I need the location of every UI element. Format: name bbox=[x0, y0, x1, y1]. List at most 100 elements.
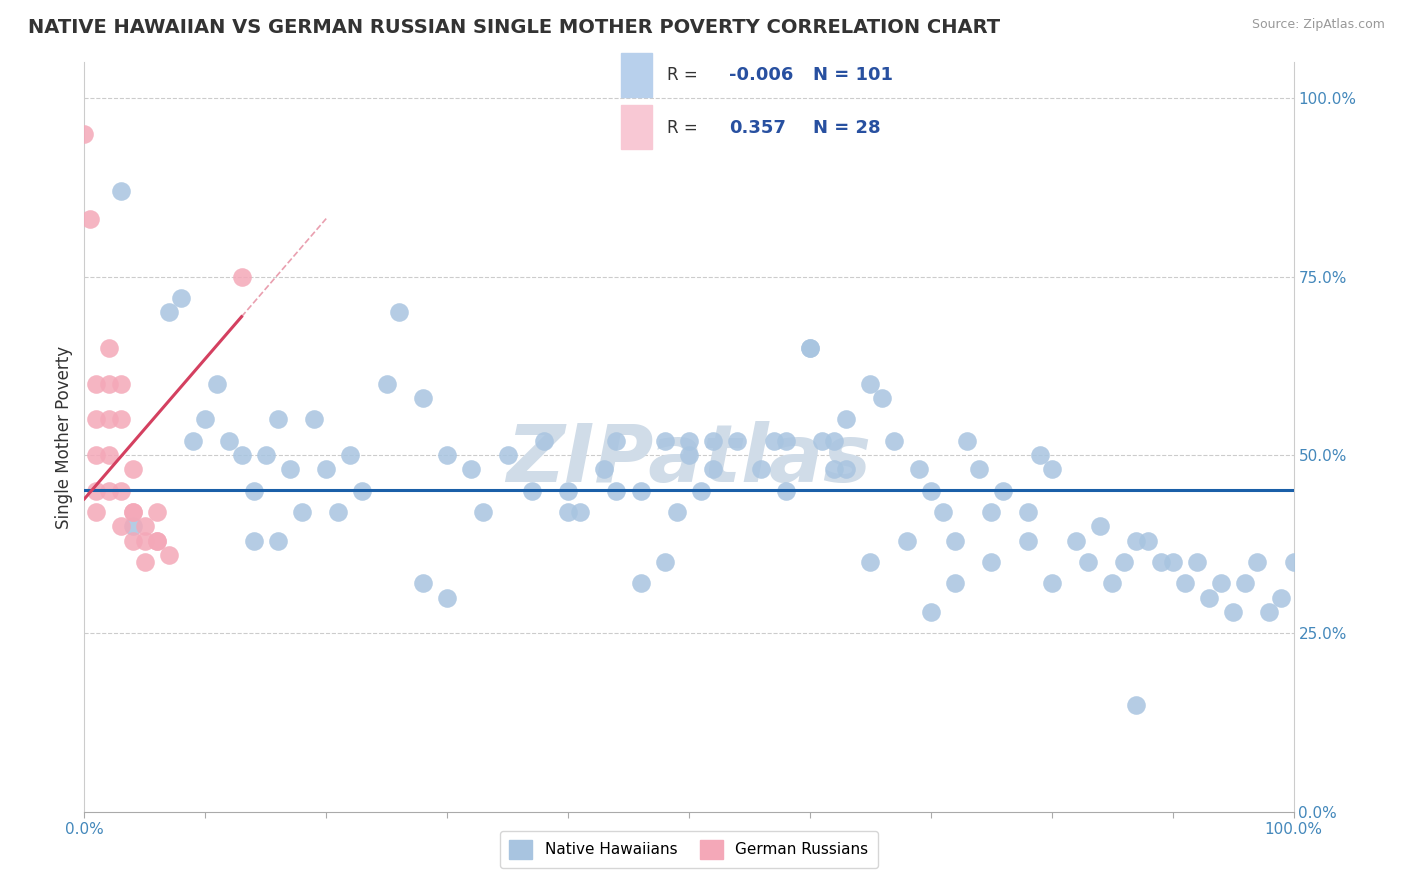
Y-axis label: Single Mother Poverty: Single Mother Poverty bbox=[55, 345, 73, 529]
Point bbox=[1040, 576, 1063, 591]
Point bbox=[775, 434, 797, 448]
Point bbox=[231, 269, 253, 284]
Point bbox=[980, 505, 1002, 519]
Text: 0.357: 0.357 bbox=[730, 120, 786, 137]
Point bbox=[678, 434, 700, 448]
Point bbox=[1125, 533, 1147, 548]
Point bbox=[412, 576, 434, 591]
Point bbox=[110, 376, 132, 391]
Point bbox=[690, 483, 713, 498]
Point bbox=[751, 462, 773, 476]
Point bbox=[1077, 555, 1099, 569]
Point bbox=[207, 376, 229, 391]
Point bbox=[702, 462, 724, 476]
Point bbox=[896, 533, 918, 548]
Point bbox=[302, 412, 325, 426]
Point bbox=[86, 483, 108, 498]
Point bbox=[218, 434, 240, 448]
Point bbox=[242, 483, 264, 498]
Point bbox=[1222, 605, 1244, 619]
Point bbox=[1234, 576, 1257, 591]
Point bbox=[1017, 533, 1039, 548]
Bar bbox=[621, 105, 652, 149]
Point bbox=[920, 605, 942, 619]
Point bbox=[630, 483, 652, 498]
Point bbox=[388, 305, 411, 319]
Point bbox=[1088, 519, 1111, 533]
Point bbox=[920, 483, 942, 498]
Point bbox=[1137, 533, 1160, 548]
Point bbox=[110, 184, 132, 198]
Point bbox=[557, 505, 579, 519]
Point bbox=[823, 434, 845, 448]
Point bbox=[97, 412, 120, 426]
Point bbox=[520, 483, 543, 498]
Point bbox=[86, 412, 108, 426]
Point bbox=[267, 533, 290, 548]
Point bbox=[1270, 591, 1292, 605]
Point bbox=[375, 376, 398, 391]
Text: Source: ZipAtlas.com: Source: ZipAtlas.com bbox=[1251, 18, 1385, 31]
Point bbox=[1101, 576, 1123, 591]
Point bbox=[134, 519, 156, 533]
Point bbox=[472, 505, 495, 519]
Point bbox=[1282, 555, 1305, 569]
Point bbox=[328, 505, 350, 519]
Point bbox=[799, 341, 821, 355]
Point bbox=[291, 505, 314, 519]
Point bbox=[533, 434, 555, 448]
Point bbox=[134, 533, 156, 548]
Point bbox=[121, 505, 143, 519]
Point bbox=[907, 462, 929, 476]
Point bbox=[799, 341, 821, 355]
Point bbox=[872, 391, 894, 405]
Point bbox=[859, 376, 882, 391]
Point bbox=[315, 462, 337, 476]
Point bbox=[267, 412, 290, 426]
Text: R =: R = bbox=[668, 66, 697, 84]
Point bbox=[943, 576, 966, 591]
Point bbox=[630, 576, 652, 591]
Point bbox=[932, 505, 955, 519]
Point bbox=[859, 555, 882, 569]
Point bbox=[943, 533, 966, 548]
Point bbox=[436, 591, 458, 605]
Point bbox=[352, 483, 374, 498]
Point bbox=[339, 448, 361, 462]
Point bbox=[194, 412, 217, 426]
Point bbox=[1161, 555, 1184, 569]
Point bbox=[775, 483, 797, 498]
Point bbox=[1149, 555, 1171, 569]
Point bbox=[146, 533, 169, 548]
Point bbox=[157, 548, 180, 562]
Bar bbox=[621, 53, 652, 97]
Point bbox=[146, 533, 169, 548]
Point bbox=[231, 448, 253, 462]
Point bbox=[278, 462, 301, 476]
Point bbox=[496, 448, 519, 462]
Point bbox=[412, 391, 434, 405]
Point bbox=[605, 483, 627, 498]
Point bbox=[1209, 576, 1232, 591]
Point bbox=[883, 434, 905, 448]
Point bbox=[1028, 448, 1050, 462]
Point bbox=[79, 212, 101, 227]
Text: N = 101: N = 101 bbox=[813, 66, 893, 84]
Point bbox=[181, 434, 204, 448]
Point bbox=[86, 448, 108, 462]
Point bbox=[1040, 462, 1063, 476]
Point bbox=[134, 555, 156, 569]
Point bbox=[569, 505, 592, 519]
Point bbox=[170, 291, 193, 305]
Point bbox=[1198, 591, 1220, 605]
Point bbox=[436, 448, 458, 462]
Point bbox=[1125, 698, 1147, 712]
Point bbox=[762, 434, 785, 448]
Point bbox=[97, 483, 120, 498]
Point bbox=[835, 412, 858, 426]
Point bbox=[1114, 555, 1136, 569]
Point bbox=[956, 434, 979, 448]
Point bbox=[557, 483, 579, 498]
Point bbox=[254, 448, 277, 462]
Point bbox=[110, 412, 132, 426]
